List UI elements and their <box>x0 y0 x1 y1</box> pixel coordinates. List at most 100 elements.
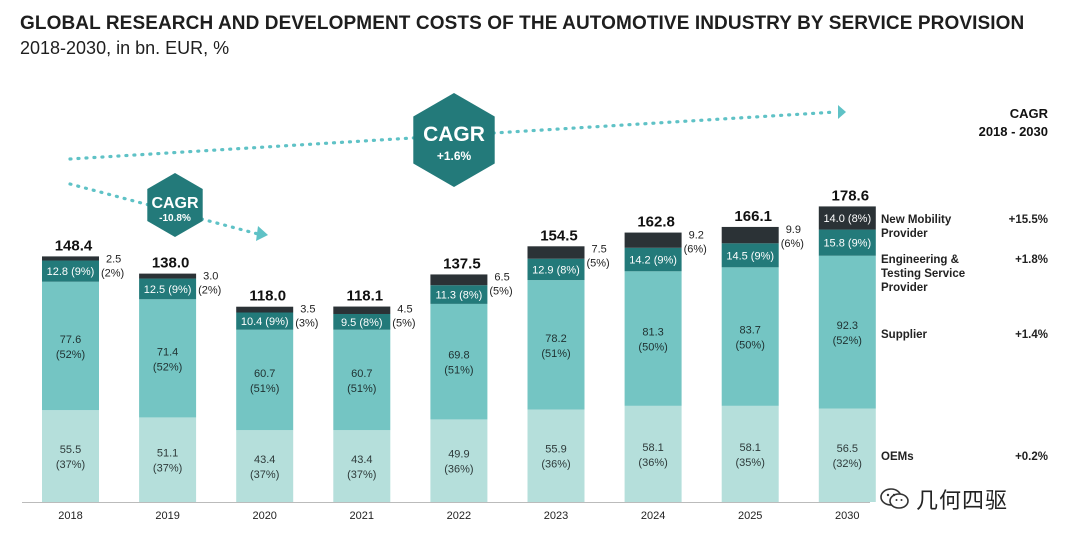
data-label-mobility: 3.5 <box>300 304 315 316</box>
chart-title: GLOBAL RESEARCH AND DEVELOPMENT COSTS OF… <box>20 13 1025 34</box>
data-label-oems: 58.1 <box>739 442 760 454</box>
cagr-short-hexagon <box>147 173 203 237</box>
bar-segment-mobility <box>527 246 585 259</box>
data-label-engineering: 11.3 (8%) <box>435 290 482 302</box>
data-label-supplier: 60.7 <box>351 368 372 380</box>
data-label-share-oems: (36%) <box>541 459 570 471</box>
data-label-supplier: 69.8 <box>448 350 469 362</box>
bar-segment-mobility <box>333 306 391 314</box>
bar-segment-engineering <box>236 312 294 330</box>
data-label-engineering: 12.5 (9%) <box>144 284 192 296</box>
legend-label-engineering: Provider <box>881 282 928 294</box>
cagr-long-arrow-head <box>838 105 846 119</box>
x-tick-label: 2020 <box>252 510 276 522</box>
bar-total-label: 178.6 <box>832 187 870 204</box>
data-label-share-oems: (36%) <box>444 464 473 476</box>
data-label-oems: 51.1 <box>157 448 178 460</box>
bar-segment-mobility <box>139 273 197 279</box>
x-tick-label: 2022 <box>447 510 471 522</box>
data-label-share-oems: (35%) <box>736 457 765 469</box>
bar-total-label: 138.0 <box>152 255 190 272</box>
data-label-oems: 43.4 <box>254 454 275 466</box>
legend-cagr-oems: +0.2% <box>1015 451 1048 463</box>
legend-label-supplier: Supplier <box>881 329 928 341</box>
bar-segment-mobility <box>624 232 682 248</box>
bar-segment-supplier <box>236 329 294 431</box>
data-label-engineering: 9.5 (8%) <box>341 317 383 329</box>
data-label-oems: 49.9 <box>448 449 469 461</box>
bar-segment-mobility <box>236 306 294 313</box>
legend-cagr-engineering: +1.8% <box>1015 254 1048 266</box>
data-label-supplier: 71.4 <box>157 346 178 358</box>
legend-label-mobility: New Mobility <box>881 214 952 226</box>
bar-segment-supplier <box>624 271 682 406</box>
bar-segment-oems <box>236 430 294 502</box>
data-label-share-oems: (32%) <box>833 458 862 470</box>
data-label-oems: 43.4 <box>351 454 372 466</box>
data-label-share-supplier: (52%) <box>833 335 862 347</box>
bar-segment-engineering <box>430 285 488 304</box>
data-label-share-supplier: (52%) <box>56 349 85 361</box>
cagr-long-value: +1.6% <box>437 149 472 163</box>
data-label-share-oems: (37%) <box>56 459 85 471</box>
x-tick-label: 2025 <box>738 510 762 522</box>
cagr-short-arrow-head <box>256 226 268 241</box>
bar-segment-engineering <box>721 243 779 268</box>
data-label-oems: 56.5 <box>837 443 858 455</box>
data-label-engineering: 14.5 (9%) <box>726 250 774 262</box>
cagr-short-label: CAGR <box>151 195 199 212</box>
data-label-share-mobility: (3%) <box>295 318 318 330</box>
data-label-supplier: 81.3 <box>642 327 663 339</box>
watermark: 几何四驱 <box>880 484 1008 514</box>
data-label-mobility: 2.5 <box>106 253 121 265</box>
bar-segment-oems <box>624 405 682 502</box>
data-label-mobility: 4.5 <box>397 304 412 316</box>
bar-total-label: 154.5 <box>540 227 578 244</box>
bar-segment-engineering <box>333 313 391 330</box>
bar-segment-oems <box>721 405 779 502</box>
bar-segment-engineering <box>139 278 197 300</box>
bar-segment-engineering <box>624 247 682 272</box>
data-label-share-oems: (37%) <box>250 469 279 481</box>
bar-segment-supplier <box>42 281 99 411</box>
bar-segment-oems <box>527 409 585 502</box>
bar-total-label: 148.4 <box>55 237 93 254</box>
data-label-oems: 55.9 <box>545 444 566 456</box>
bar-segment-oems <box>333 430 391 502</box>
bar-segment-mobility <box>42 256 99 261</box>
data-label-mobility: 3.0 <box>203 271 218 283</box>
data-label-mobility: 7.5 <box>592 243 607 255</box>
data-label-engineering: 12.9 (8%) <box>532 264 580 276</box>
x-tick-label: 2024 <box>641 510 665 522</box>
data-label-share-oems: (36%) <box>638 457 667 469</box>
data-label-share-mobility: (5%) <box>587 257 610 269</box>
bar-segment-mobility <box>721 226 779 244</box>
cagr-long-label: CAGR <box>423 123 485 146</box>
data-label-share-oems: (37%) <box>347 469 376 481</box>
data-label-share-mobility: (2%) <box>101 267 124 279</box>
bar-segment-supplier <box>721 267 779 406</box>
data-label-oems: 55.5 <box>60 444 81 456</box>
cagr-long-hexagon <box>413 93 495 187</box>
bar-total-label: 118.1 <box>346 288 383 305</box>
bar-segment-engineering <box>818 229 876 256</box>
legend-header-period: 2018 - 2030 <box>979 124 1048 139</box>
bar-total-label: 137.5 <box>443 255 481 272</box>
bar-total-label: 166.1 <box>734 208 772 225</box>
bar-segment-supplier <box>139 299 197 418</box>
bar-segment-mobility <box>818 206 876 230</box>
data-label-share-mobility: (5%) <box>489 285 512 297</box>
legend-cagr-mobility: +15.5% <box>1009 214 1048 226</box>
data-label-share-supplier: (52%) <box>153 361 182 373</box>
data-label-share-supplier: (51%) <box>444 365 473 377</box>
legend-label-engineering: Testing Service <box>881 268 965 280</box>
data-label-supplier: 78.2 <box>545 333 566 345</box>
data-label-share-supplier: (50%) <box>736 340 765 352</box>
data-label-share-supplier: (51%) <box>250 383 279 395</box>
data-label-share-supplier: (51%) <box>541 348 570 360</box>
bar-segment-oems <box>430 419 488 502</box>
watermark-text: 几何四驱 <box>916 488 1009 513</box>
data-label-supplier: 77.6 <box>60 334 81 346</box>
bar-total-label: 162.8 <box>637 214 675 231</box>
legend-label-oems: OEMs <box>881 451 914 463</box>
